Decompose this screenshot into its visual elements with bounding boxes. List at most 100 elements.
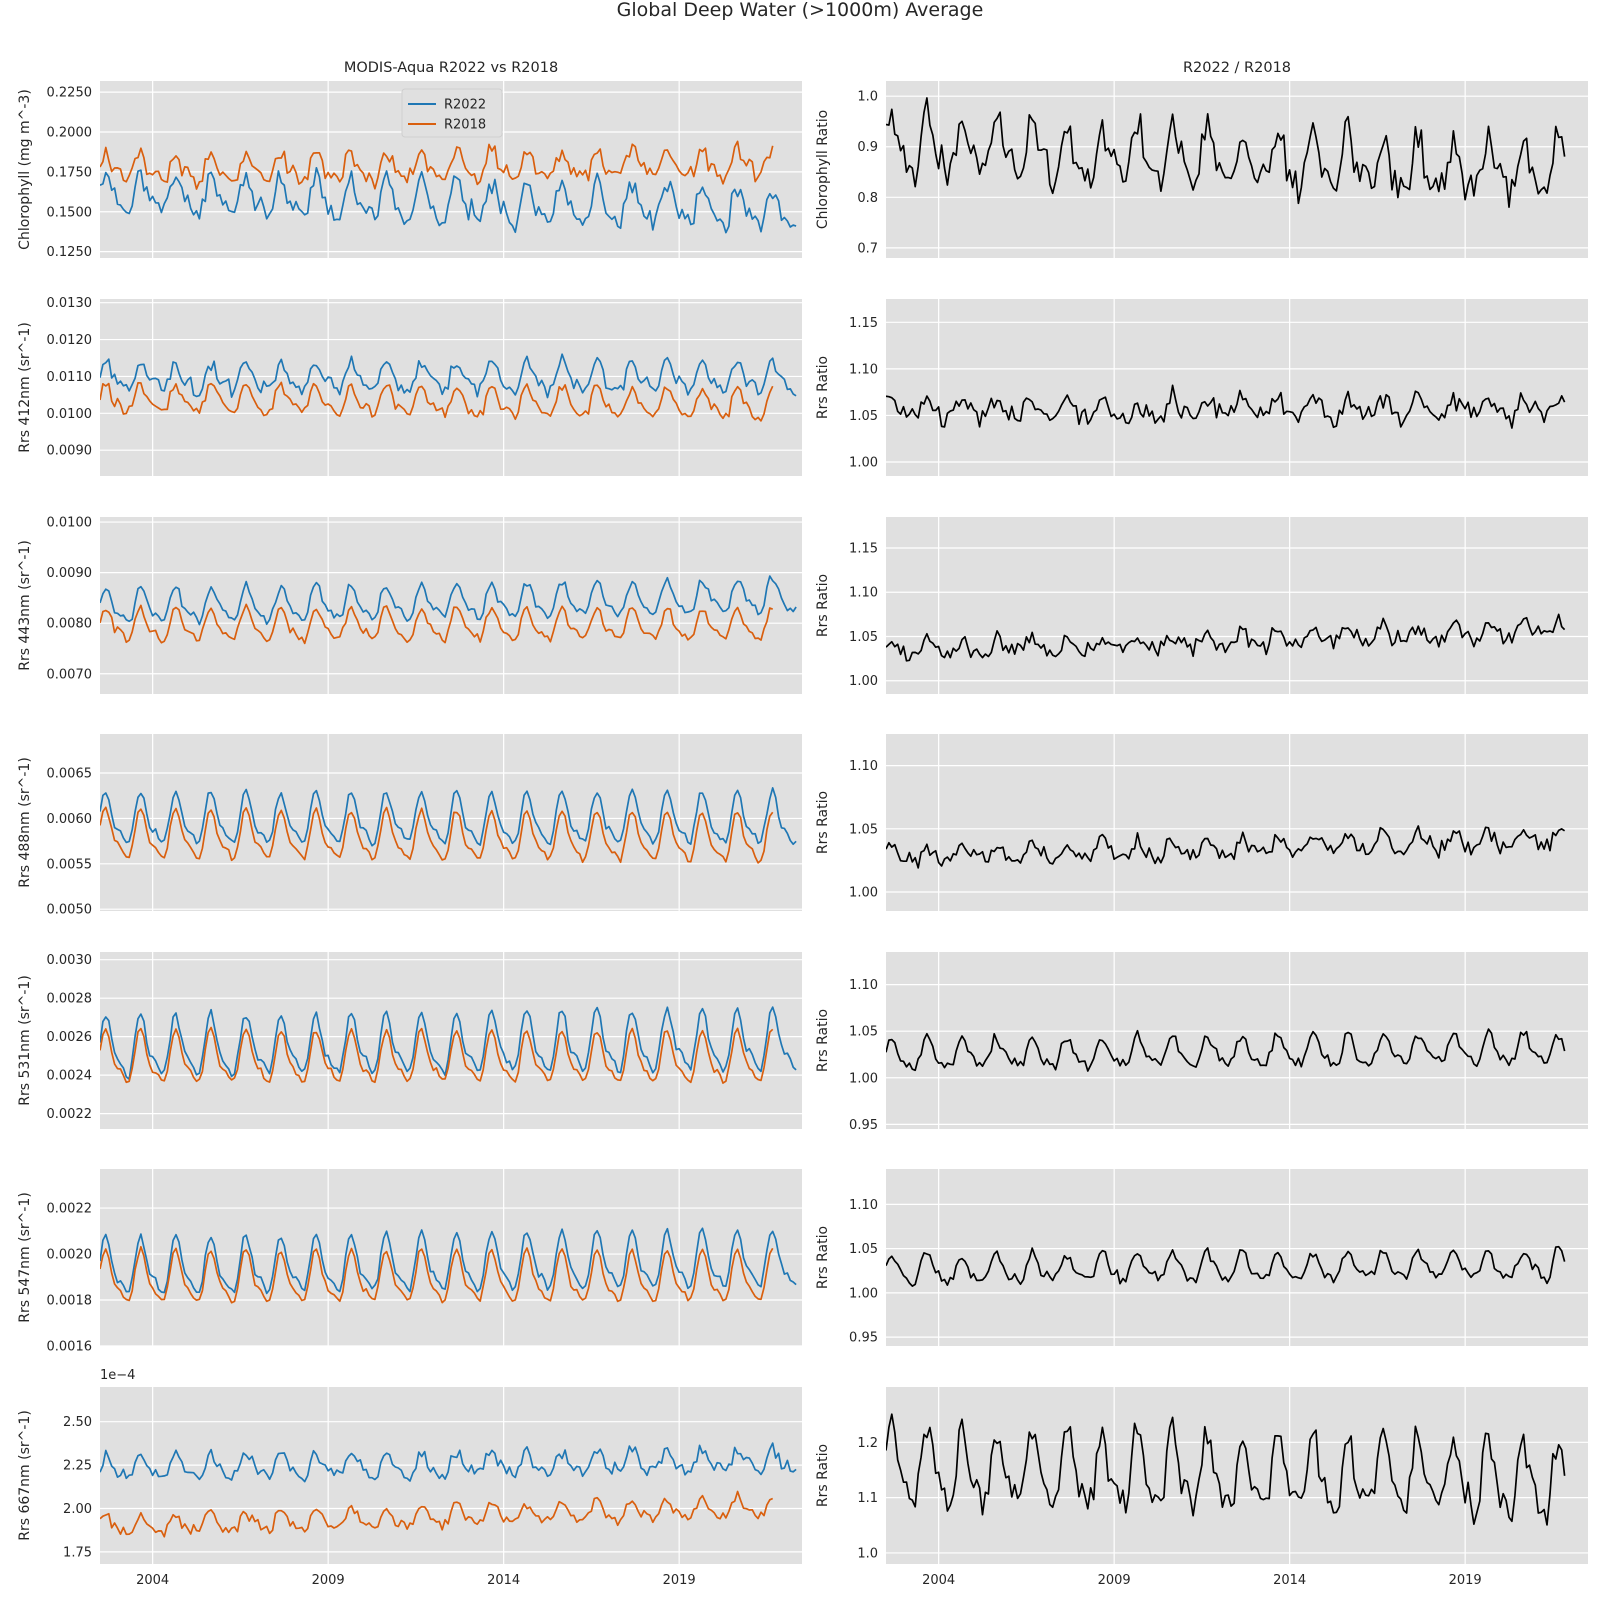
panel-rrs443_ratio: 1.00 1.05 1.10 1.15 Rrs Ratio xyxy=(815,517,1588,694)
y-tick-label: 0.1750 xyxy=(47,165,93,180)
y-axis-label: Rrs 443nm (sr^-1) xyxy=(17,540,33,671)
y-tick-label: 1.1 xyxy=(857,1491,878,1506)
y-tick-label: 2.25 xyxy=(63,1459,92,1474)
y-tick-label: 0.0120 xyxy=(47,333,93,348)
legend: R2022 R2018 xyxy=(401,88,503,138)
series-line-r2018 xyxy=(100,140,774,190)
x-tick-label: 2019 xyxy=(1449,1573,1482,1588)
right-column-title: R2022 / R2018 xyxy=(1183,60,1291,76)
y-tick-label: 1.0 xyxy=(857,90,878,105)
y-axis-label: Rrs 547nm (sr^-1) xyxy=(17,1192,33,1323)
y-tick-label: 0.0080 xyxy=(47,617,93,632)
series-line-r2022 xyxy=(100,1442,797,1483)
y-tick-label: 2.50 xyxy=(63,1415,92,1430)
panel-rrs443: 0.0070 0.0080 0.0090 0.0100 Rrs 443nm (sr^-1… xyxy=(17,516,802,694)
legend-label-r2018: R2018 xyxy=(444,118,486,133)
series-line-r2022 xyxy=(100,1227,797,1295)
series-line-r2018 xyxy=(100,1490,774,1538)
x-tick-label: 2004 xyxy=(922,1573,955,1588)
y-axis-label: Rrs Ratio xyxy=(815,356,831,419)
y-tick-label: 0.0050 xyxy=(47,903,93,918)
x-tick-label: 2014 xyxy=(1273,1573,1306,1588)
plot-area xyxy=(886,81,1588,258)
y-tick-label: 1.05 xyxy=(849,409,878,424)
y-tick-label: 1.75 xyxy=(63,1545,92,1560)
series-line-r2022 xyxy=(100,166,797,234)
y-tick-label: 0.0026 xyxy=(47,1030,93,1045)
y-tick-label: 0.0020 xyxy=(47,1248,93,1263)
y-tick-label: 1.05 xyxy=(849,1025,878,1040)
y-tick-label: 0.1250 xyxy=(47,245,93,260)
series-line-ratio xyxy=(886,825,1566,869)
y-tick-label: 0.9 xyxy=(857,140,878,155)
series-line-ratio xyxy=(886,1245,1566,1287)
y-tick-label: 1.05 xyxy=(849,822,878,837)
series-line-r2022 xyxy=(100,1006,797,1080)
y-tick-label: 0.1500 xyxy=(47,205,93,220)
figure-title: Global Deep Water (>1000m) Average xyxy=(617,0,984,21)
x-tick-label: 2009 xyxy=(1098,1573,1131,1588)
panel-rrs488: 0.0050 0.0055 0.0060 0.0065 Rrs 488nm (sr^-1… xyxy=(17,734,802,918)
y-tick-label: 1.10 xyxy=(849,1198,878,1213)
legend-label-r2022: R2022 xyxy=(444,98,486,113)
series-line-r2022 xyxy=(100,787,797,847)
panel-rrs547: 0.0016 0.0018 0.0020 0.0022 Rrs 547nm (sr^-1… xyxy=(17,1169,802,1355)
series-line-r2018 xyxy=(100,381,774,422)
y-tick-label: 1.15 xyxy=(849,316,878,331)
y-tick-label: 2.00 xyxy=(63,1502,92,1517)
plot-area xyxy=(100,517,802,694)
y-tick-label: 0.0110 xyxy=(47,370,93,385)
y-tick-label: 0.0030 xyxy=(47,953,93,968)
y-tick-label: 0.95 xyxy=(849,1331,878,1346)
x-tick-label: 2009 xyxy=(312,1573,345,1588)
plot-area xyxy=(886,299,1588,476)
plot-area xyxy=(886,1169,1588,1346)
plot-area xyxy=(886,952,1588,1129)
y-axis-label: Chlorophyll Ratio xyxy=(815,110,831,229)
y-axis-label: Rrs 667nm (sr^-1) xyxy=(17,1410,33,1541)
x-tick-label: 2019 xyxy=(663,1573,696,1588)
y-tick-label: 0.2000 xyxy=(47,126,93,141)
panel-rrs412_ratio: 1.00 1.05 1.10 1.15 Rrs Ratio xyxy=(815,299,1588,476)
y-tick-label: 1.10 xyxy=(849,978,878,993)
y-tick-label: 0.0022 xyxy=(47,1107,93,1122)
y-tick-label: 1.15 xyxy=(849,541,878,556)
y-tick-label: 1.05 xyxy=(849,630,878,645)
y-axis-label: Chlorophyll (mg m^-3) xyxy=(17,89,33,250)
y-tick-label: 0.0018 xyxy=(47,1294,93,1309)
y-axis-label: Rrs Ratio xyxy=(815,574,831,637)
panel-rrs531: 0.0022 0.0024 0.0026 0.0028 0.0030 Rrs 531nm … xyxy=(17,952,802,1129)
y-tick-label: 0.0090 xyxy=(47,566,93,581)
y-tick-label: 1.00 xyxy=(849,1286,878,1301)
series-line-r2022 xyxy=(100,575,797,626)
y-tick-label: 0.0024 xyxy=(47,1069,93,1084)
y-tick-label: 0.0055 xyxy=(47,857,93,872)
y-tick-label: 0.0016 xyxy=(47,1340,93,1355)
panel-rrs547_ratio: 0.95 1.00 1.05 1.10 Rrs Ratio xyxy=(815,1169,1588,1346)
plot-area xyxy=(886,734,1588,911)
y-tick-label: 1.00 xyxy=(849,456,878,471)
y-tick-label: 1.2 xyxy=(857,1436,878,1451)
y-tick-label: 1.0 xyxy=(857,1546,878,1561)
y-tick-label: 0.0100 xyxy=(47,407,93,422)
y-tick-label: 1.00 xyxy=(849,1071,878,1086)
x-tick-label: 2014 xyxy=(487,1573,520,1588)
y-tick-label: 1.10 xyxy=(849,759,878,774)
y-tick-label: 0.0060 xyxy=(47,812,93,827)
y-tick-label: 0.2250 xyxy=(47,86,93,101)
left-column-title: MODIS-Aqua R2022 vs R2018 xyxy=(344,60,558,76)
series-line-ratio xyxy=(886,1413,1566,1526)
y-tick-label: 1.10 xyxy=(849,586,878,601)
series-line-r2018 xyxy=(100,1026,774,1084)
series-line-r2018 xyxy=(100,603,774,645)
y-axis-label: Rrs Ratio xyxy=(815,1009,831,1072)
y-axis-label: Rrs Ratio xyxy=(815,1226,831,1289)
y-tick-label: 0.0028 xyxy=(47,992,93,1007)
y-tick-label: 0.0130 xyxy=(47,296,93,311)
y-tick-label: 1.05 xyxy=(849,1242,878,1257)
series-line-r2018 xyxy=(100,1245,774,1304)
series-line-ratio xyxy=(886,613,1566,662)
y-tick-label: 0.0022 xyxy=(47,1202,93,1217)
y-tick-label: 1.10 xyxy=(849,362,878,377)
